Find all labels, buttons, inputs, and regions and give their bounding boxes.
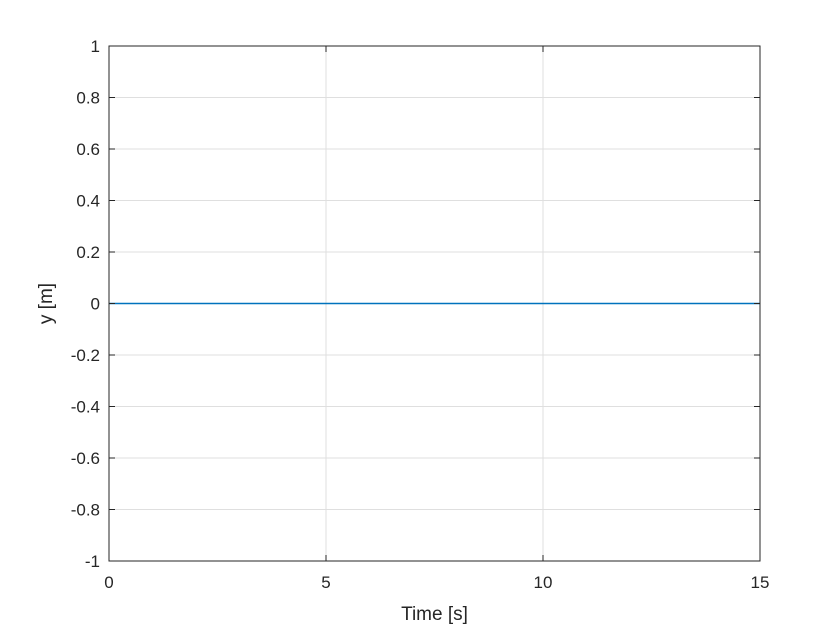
y-tick-label: -0.4: [71, 398, 100, 417]
y-tick-label: -0.8: [71, 501, 100, 520]
x-tick-label: 15: [751, 573, 770, 592]
y-tick-label: 0.6: [76, 140, 100, 159]
y-tick-label: -0.2: [71, 346, 100, 365]
y-tick-label: 0.2: [76, 243, 100, 262]
x-tick-label: 10: [534, 573, 553, 592]
x-tick-label: 5: [321, 573, 330, 592]
y-tick-label: 0: [91, 295, 100, 314]
x-tick-label: 0: [104, 573, 113, 592]
x-axis-label: Time [s]: [401, 604, 468, 625]
y-tick-label: -0.6: [71, 449, 100, 468]
y-tick-label: 1: [91, 37, 100, 56]
ticks: [108, 45, 761, 562]
y-axis-label: y [m]: [36, 283, 57, 324]
y-tick-label: 0.8: [76, 89, 100, 108]
tick-labels: 0 5 10 15 -1 -0.8 -0.6 -0.4 -0.2 0 0.2 0.4 0.6 0.8 1: [71, 37, 770, 592]
y-tick-label: 0.4: [76, 192, 100, 211]
y-tick-label: -1: [85, 552, 100, 571]
